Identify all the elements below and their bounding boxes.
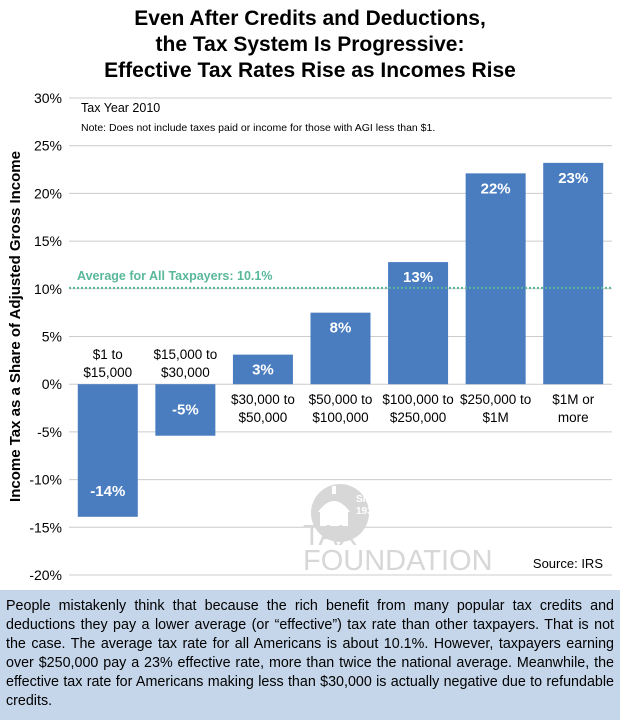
title-line-1: Even After Credits and Deductions, xyxy=(134,7,486,30)
bar xyxy=(232,354,293,385)
tax-year-note: Tax Year 2010 xyxy=(81,101,160,115)
category-label: $50,000 to xyxy=(309,392,373,407)
y-tick-label: 15% xyxy=(34,233,62,249)
bar xyxy=(155,384,216,436)
y-tick-label: 0% xyxy=(42,376,62,392)
title-line-2: the Tax System Is Progressive: xyxy=(155,33,465,56)
value-label: 13% xyxy=(403,269,433,286)
value-labels: -14% -5% 3% 8% 13% 22% 23% xyxy=(90,170,588,500)
y-axis-ticks: 30% 25% 20% 15% 10% 5% 0% -5% -10% -15% -20% xyxy=(29,90,62,583)
source-text: Source: IRS xyxy=(533,556,603,571)
category-labels: $1 to $15,000 $15,000 to $30,000 $30,000 to $… xyxy=(83,347,594,425)
category-label: $15,000 xyxy=(83,365,132,380)
category-label: $30,000 to xyxy=(231,392,295,407)
category-label: $100,000 to xyxy=(382,392,453,407)
title-line-3: Effective Tax Rates Rise as Incomes Rise xyxy=(104,59,516,82)
y-axis-label: Income Tax as a Share of Adjusted Gross … xyxy=(7,151,24,502)
tax-foundation-logo: Since 1937 TAX FOUNDATION xyxy=(303,484,493,577)
average-label: Average for All Taxpayers: 10.1% xyxy=(77,269,272,283)
y-tick-label: -10% xyxy=(29,472,62,488)
category-label: $30,000 xyxy=(161,365,210,380)
caption-box: People mistakenly think that because the… xyxy=(0,590,620,720)
category-label: $15,000 to xyxy=(153,347,217,362)
value-label: 22% xyxy=(481,180,511,197)
note-text: Note: Does not include taxes paid or inc… xyxy=(81,122,435,134)
capitol-dome-icon xyxy=(318,501,350,512)
bars xyxy=(77,162,604,517)
value-label: -5% xyxy=(172,402,199,419)
y-tick-label: 30% xyxy=(34,90,62,106)
category-label: $50,000 xyxy=(239,410,288,425)
value-label: -14% xyxy=(90,483,125,500)
category-label: more xyxy=(558,410,589,425)
bar-chart: Since 1937 TAX FOUNDATION Average for All… xyxy=(7,90,612,583)
y-tick-label: 25% xyxy=(34,138,62,154)
logo-seal-text: Since 1937 xyxy=(356,494,383,517)
y-tick-label: 10% xyxy=(34,281,62,297)
caption-text: People mistakenly think that because the… xyxy=(6,598,614,709)
chart-title: Even After Credits and Deductions, the T… xyxy=(0,6,620,84)
category-label: $250,000 to xyxy=(460,392,531,407)
capitol-spire-icon xyxy=(332,486,336,494)
logo-word-tax: TAX xyxy=(303,520,357,552)
bar xyxy=(77,384,138,517)
y-tick-label: 20% xyxy=(34,185,62,201)
category-label: $1 to xyxy=(93,347,123,362)
y-tick-label: -5% xyxy=(37,424,62,440)
category-label: $1M or xyxy=(552,392,595,407)
bar xyxy=(543,162,604,385)
y-tick-label: -15% xyxy=(29,519,62,535)
y-tick-label: 5% xyxy=(42,329,62,345)
category-label: $100,000 xyxy=(312,410,368,425)
value-label: 23% xyxy=(558,170,588,187)
category-label: $250,000 xyxy=(390,410,446,425)
bar xyxy=(310,312,371,385)
y-tick-label: -20% xyxy=(29,567,62,583)
value-label: 3% xyxy=(252,362,274,379)
category-label: $1M xyxy=(483,410,509,425)
value-label: 8% xyxy=(330,320,352,337)
capitol-building-icon xyxy=(320,512,348,526)
bar xyxy=(388,262,449,385)
logo-word-foundation: FOUNDATION xyxy=(303,545,493,577)
bar xyxy=(465,173,526,385)
